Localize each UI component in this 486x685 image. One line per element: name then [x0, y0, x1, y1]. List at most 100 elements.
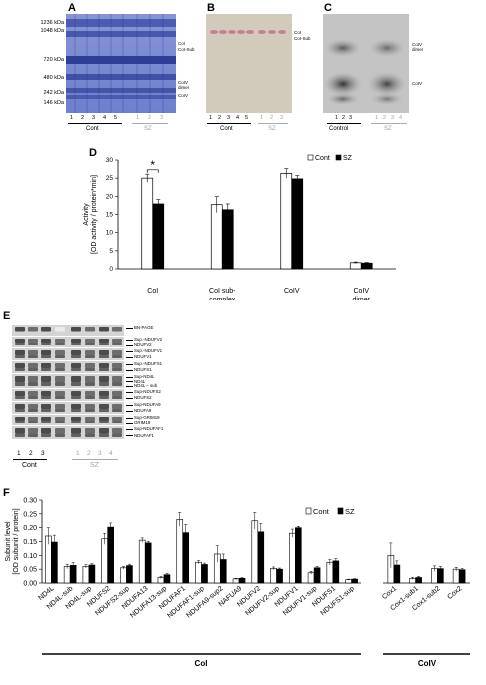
blot-band: [71, 409, 81, 412]
panel-e-label: E: [3, 310, 11, 322]
blot-band: [41, 433, 51, 437]
lane-number: 1: [209, 115, 213, 121]
group-underline-cont: [13, 459, 47, 461]
blot-band: [28, 343, 38, 345]
group-label-cont: Cont: [22, 462, 37, 469]
blot-band: [71, 368, 81, 371]
bar-cont: [138, 539, 146, 584]
y-tick-label: 0.30: [23, 498, 37, 505]
blot-band: [85, 343, 95, 345]
blot-band: [41, 355, 51, 358]
blot-row-leader: [126, 356, 133, 358]
blot-band: [99, 382, 109, 386]
blot-band: [112, 350, 122, 355]
blot-band: [41, 363, 51, 368]
blot-band: [41, 350, 51, 355]
blot-strip: [12, 361, 124, 373]
group-label-cont: Cont: [86, 126, 99, 132]
y-tick-label: 5: [109, 248, 113, 255]
x-tick-label: CoIV: [284, 288, 300, 295]
band-label-coi-sub: CoI-Sub: [294, 36, 311, 41]
blot-band: [28, 396, 38, 399]
panel-a-label: A: [68, 2, 76, 14]
y-tick-label: 25: [106, 175, 114, 182]
blot-band: [71, 391, 81, 396]
blot-band: [55, 376, 65, 382]
x-tick-label: Cox2: [446, 585, 463, 601]
lane-number: 1: [76, 450, 80, 457]
blot-strip: [12, 389, 124, 401]
blot-row-label: Sup-NDUFA9: [134, 402, 161, 407]
blot-row-label: Sup-GRIM19: [134, 415, 160, 420]
group-underline-sz: [258, 123, 288, 125]
panel-e-lanes: 1 2 3 1 2 3 4 Cont SZ: [12, 450, 127, 476]
blot-band: [28, 376, 38, 382]
blot-band: [15, 327, 25, 332]
band-label-coi: CoI: [178, 41, 186, 46]
blot-band: [112, 339, 122, 343]
blot-band: [41, 404, 51, 409]
lane-number: 3: [349, 115, 353, 121]
x-tick-label: NDUFS1-sup: [320, 585, 356, 617]
blot-band: [99, 376, 109, 382]
bar-sz: [126, 565, 133, 584]
blot-band: [71, 376, 81, 382]
group-underline-sz: [371, 123, 407, 125]
blot-band: [85, 327, 95, 332]
lane-number: 2: [342, 115, 346, 121]
blot-band: [112, 355, 122, 358]
in-gel-activity-image-coiv: [323, 14, 409, 113]
blot-band: [99, 339, 109, 343]
band-label-coiv-dimer: CoIV dimer: [178, 80, 190, 90]
blot-band: [15, 428, 25, 434]
bar-sz: [221, 209, 234, 270]
lane-number: 2: [148, 115, 152, 121]
bar-sz: [458, 569, 466, 584]
blot-band: [55, 428, 65, 434]
bar-sz: [360, 262, 373, 270]
blot-band: [28, 409, 38, 412]
blot-row-label: NDUFS2: [134, 395, 152, 400]
blot-row-label: Sup-ND4L: [134, 374, 155, 379]
blot-row-leader: [126, 410, 133, 412]
blot-band: [55, 363, 65, 368]
blot-band: [71, 417, 81, 421]
blot-band: [99, 327, 109, 332]
blot-band: [15, 417, 25, 421]
blot-band: [85, 376, 95, 382]
lane-number: 4: [103, 115, 107, 121]
blot-band: [99, 409, 109, 412]
y-tick-label: 0: [109, 266, 113, 273]
lane-number: 5: [245, 115, 249, 121]
blot-row-leader: [126, 385, 133, 387]
group-label-coi: CoI: [195, 659, 208, 668]
blot-band: [99, 343, 109, 345]
blot-band: [112, 409, 122, 412]
blot-band: [28, 363, 38, 368]
blot-row-leader: [126, 428, 133, 430]
blot-band: [55, 368, 65, 371]
lane-number: 3: [227, 115, 231, 121]
bar-cont: [195, 561, 202, 584]
blot-band: [112, 382, 122, 386]
blot-band: [15, 355, 25, 358]
x-tick-label: CoI sub-complex: [209, 288, 236, 300]
blot-band: [85, 396, 95, 399]
lane-number: 2: [87, 450, 91, 457]
blot-band: [85, 417, 95, 421]
blot-row-leader: [126, 327, 133, 329]
blot-band: [28, 327, 38, 332]
y-tick-label: 20: [106, 193, 114, 200]
blot-row-leader: [126, 381, 133, 382]
y-tick-label: 0.20: [23, 525, 37, 532]
bar-sz: [332, 560, 340, 584]
blot-band: [85, 339, 95, 343]
blot-band: [15, 396, 25, 399]
blot-band: [85, 409, 95, 412]
y-tick-label: 15: [106, 212, 114, 219]
blot-band: [55, 327, 65, 332]
blot-band: [112, 327, 122, 332]
band-label-coi: CoI: [294, 30, 302, 35]
blot-band: [15, 421, 25, 423]
blot-band: [41, 343, 51, 345]
